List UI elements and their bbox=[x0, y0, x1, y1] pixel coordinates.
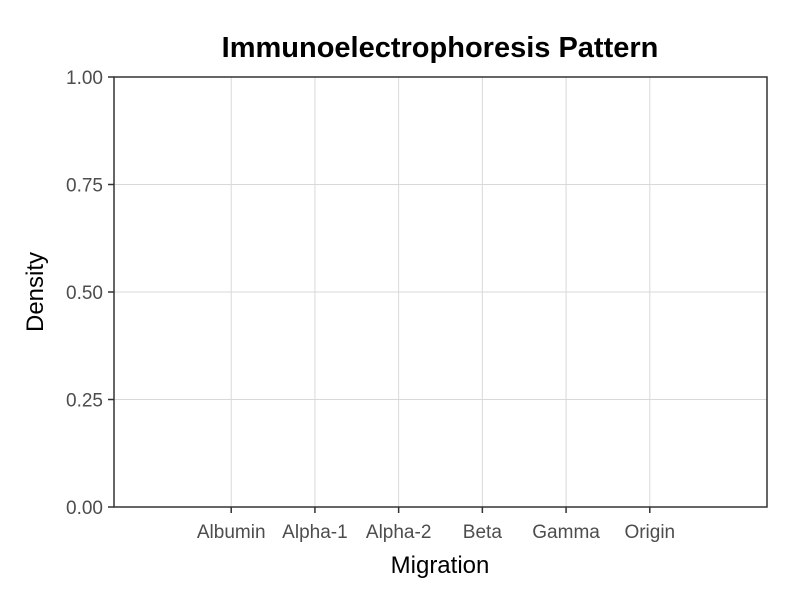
chart-title: Immunoelectrophoresis Pattern bbox=[222, 32, 659, 64]
x-tick-label: Gamma bbox=[532, 522, 600, 543]
y-axis-title: Density bbox=[22, 252, 49, 332]
y-tick-label: 0.00 bbox=[66, 498, 103, 519]
y-tick-label: 0.25 bbox=[66, 391, 103, 412]
y-tick-label: 0.50 bbox=[66, 283, 103, 304]
x-tick-label: Albumin bbox=[197, 522, 266, 543]
x-tick-label: Alpha-2 bbox=[366, 522, 432, 543]
x-tick-label: Alpha-1 bbox=[282, 522, 348, 543]
x-tick-label: Origin bbox=[624, 522, 675, 543]
y-tick-label: 1.00 bbox=[66, 68, 103, 89]
x-axis-title: Migration bbox=[391, 552, 490, 579]
x-axis: Albumin Alpha-1 Alpha-2 Beta Gamma Origin bbox=[197, 507, 675, 543]
y-tick-label: 0.75 bbox=[66, 176, 103, 197]
grid bbox=[114, 76, 767, 508]
y-axis: 0.00 0.25 0.50 0.75 1.00 bbox=[66, 68, 114, 519]
x-tick-label: Beta bbox=[463, 522, 503, 543]
